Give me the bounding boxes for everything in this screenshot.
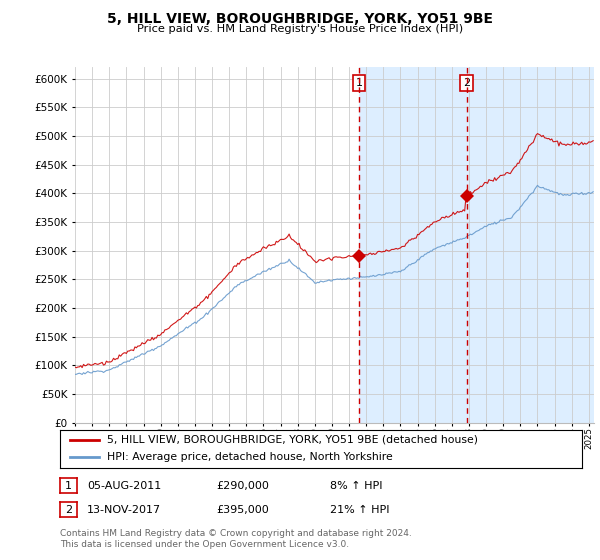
Bar <box>359 67 467 423</box>
Text: This data is licensed under the Open Government Licence v3.0.: This data is licensed under the Open Gov… <box>60 540 349 549</box>
Text: 2: 2 <box>463 78 470 88</box>
Text: Price paid vs. HM Land Registry's House Price Index (HPI): Price paid vs. HM Land Registry's House … <box>137 24 463 34</box>
Text: Contains HM Land Registry data © Crown copyright and database right 2024.: Contains HM Land Registry data © Crown c… <box>60 529 412 538</box>
Text: 5, HILL VIEW, BOROUGHBRIDGE, YORK, YO51 9BE (detached house): 5, HILL VIEW, BOROUGHBRIDGE, YORK, YO51 … <box>107 435 478 445</box>
Text: 1: 1 <box>355 78 362 88</box>
Text: 1: 1 <box>65 480 72 491</box>
Text: 5, HILL VIEW, BOROUGHBRIDGE, YORK, YO51 9BE: 5, HILL VIEW, BOROUGHBRIDGE, YORK, YO51 … <box>107 12 493 26</box>
Text: £290,000: £290,000 <box>216 480 269 491</box>
Bar <box>467 67 594 423</box>
Text: 8% ↑ HPI: 8% ↑ HPI <box>330 480 383 491</box>
Text: 21% ↑ HPI: 21% ↑ HPI <box>330 505 389 515</box>
Text: 05-AUG-2011: 05-AUG-2011 <box>87 480 161 491</box>
Text: £395,000: £395,000 <box>216 505 269 515</box>
Text: HPI: Average price, detached house, North Yorkshire: HPI: Average price, detached house, Nort… <box>107 452 393 463</box>
Text: 13-NOV-2017: 13-NOV-2017 <box>87 505 161 515</box>
Text: 2: 2 <box>65 505 72 515</box>
